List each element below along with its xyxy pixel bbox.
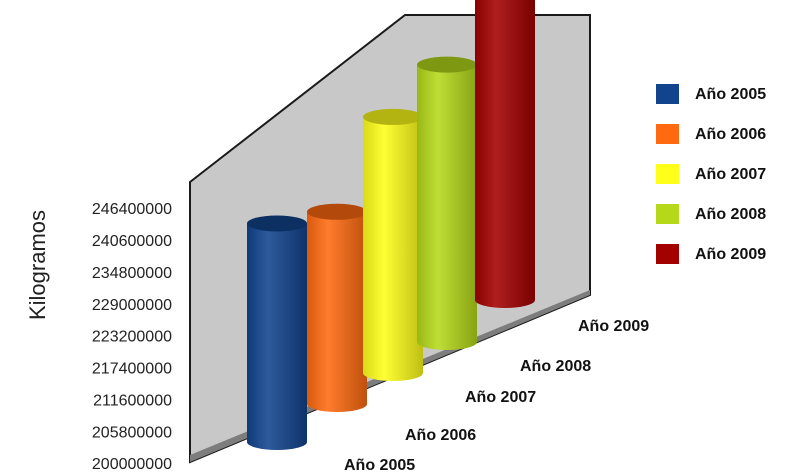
bar-body: [363, 116, 423, 381]
legend-swatch: [656, 164, 679, 184]
bar-top: [307, 203, 367, 220]
bar-body: [417, 64, 477, 351]
category-labels: Año 2005 Año 2006 Año 2007 Año 2008 Año 2009: [344, 318, 649, 472]
legend: Año 2005 Año 2006 Año 2007 Año 2008 Año 2009: [656, 84, 766, 264]
y-axis-label: Kilogramos: [25, 210, 50, 320]
bar-top: [417, 56, 477, 73]
bar-año-2009: [475, 0, 535, 308]
legend-label: Año 2008: [695, 206, 766, 223]
bar-top: [247, 215, 307, 232]
y-tick-label: 229000000: [92, 297, 172, 314]
bar-año-2007: [363, 108, 423, 381]
y-tick-label: 205800000: [92, 424, 172, 441]
category-label: Año 2005: [344, 457, 415, 472]
category-label: Año 2008: [520, 358, 591, 375]
bar-año-2008: [417, 56, 477, 351]
legend-label: Año 2005: [695, 86, 766, 103]
y-tick-label: 217400000: [92, 361, 172, 378]
category-label: Año 2007: [465, 389, 536, 406]
bar-año-2005: [247, 215, 307, 450]
category-label: Año 2006: [405, 427, 476, 444]
bar-body: [247, 223, 307, 450]
legend-swatch: [656, 124, 679, 144]
legend-item: Año 2005: [656, 84, 766, 104]
y-tick-label: 211600000: [93, 392, 172, 409]
legend-item: Año 2009: [656, 244, 766, 264]
y-tick-label: 240600000: [92, 233, 172, 250]
legend-label: Año 2006: [695, 126, 766, 143]
legend-item: Año 2008: [656, 204, 766, 224]
y-axis-ticks: 246400000 240600000 234800000 229000000 2232…: [92, 201, 172, 472]
legend-item: Año 2006: [656, 124, 766, 144]
bars: [247, 0, 535, 450]
category-label: Año 2009: [578, 318, 649, 335]
legend-swatch: [656, 204, 679, 224]
y-tick-label: 200000000: [92, 456, 172, 472]
legend-item: Año 2007: [656, 164, 766, 184]
bar-body: [475, 0, 535, 308]
y-tick-label: 246400000: [92, 201, 172, 218]
legend-swatch: [656, 84, 679, 104]
legend-label: Año 2007: [695, 166, 766, 183]
legend-swatch: [656, 244, 679, 264]
legend-label: Año 2009: [695, 246, 766, 263]
y-tick-label: 223200000: [92, 329, 172, 346]
y-tick-label: 234800000: [92, 265, 172, 282]
bar-body: [307, 211, 367, 412]
bar-año-2006: [307, 203, 367, 412]
bar-top: [363, 108, 423, 125]
